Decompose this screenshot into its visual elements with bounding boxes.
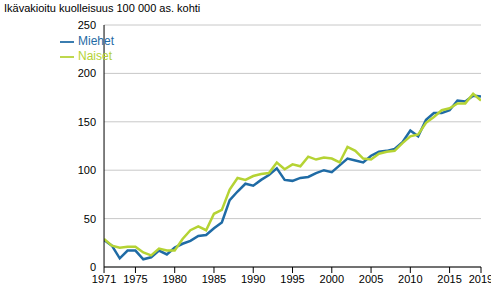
html-text:Miehet: Miehet [78, 34, 114, 48]
html-text:Naiset: Naiset [78, 48, 112, 63]
svg-text:50: 50 [84, 213, 96, 225]
svg-text:1990: 1990 [241, 273, 265, 285]
svg-text:1985: 1985 [202, 273, 226, 285]
svg-text:250: 250 [78, 19, 96, 31]
svg-text:1975: 1975 [123, 273, 147, 285]
svg-text:2005: 2005 [359, 273, 383, 285]
svg-text:2015: 2015 [437, 273, 461, 285]
svg-text:2019: 2019 [469, 273, 483, 285]
html-text:Ikävakioitu kuolleisuus 100 00: Ikävakioitu kuolleisuus 100 000 as. koht… [4, 2, 201, 14]
svg-text:100: 100 [78, 164, 96, 176]
svg-text:2010: 2010 [398, 273, 422, 285]
svg-text:2000: 2000 [320, 273, 344, 285]
svg-text:150: 150 [78, 116, 96, 128]
svg-text:200: 200 [78, 67, 96, 79]
svg-text:0: 0 [90, 261, 96, 273]
svg-text:1971: 1971 [92, 273, 116, 285]
svg-text:1995: 1995 [280, 273, 304, 285]
svg-text:1980: 1980 [162, 273, 186, 285]
